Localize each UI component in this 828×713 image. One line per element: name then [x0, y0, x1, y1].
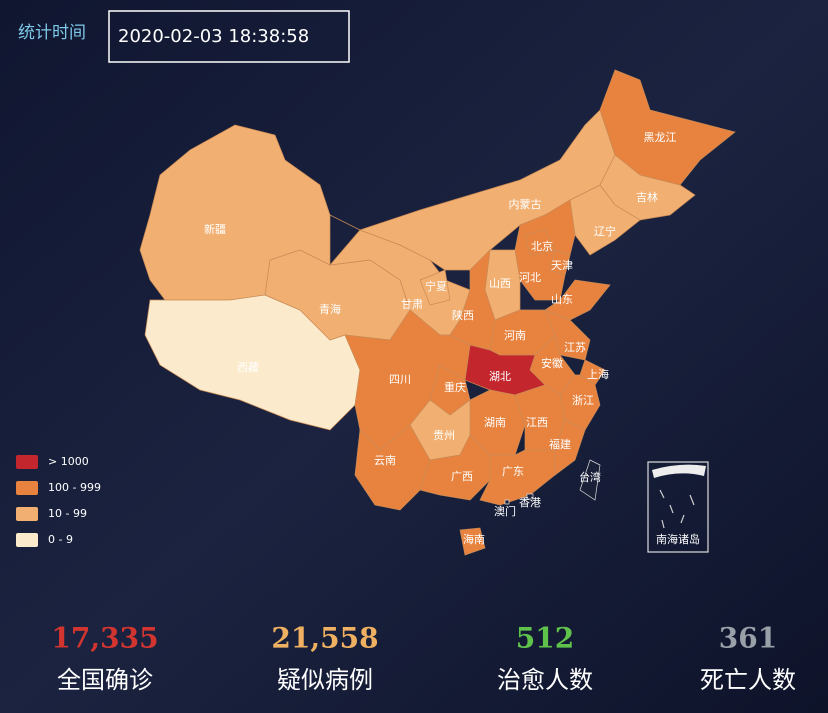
time-box: [108, 10, 350, 63]
province-label: 吉林: [636, 190, 658, 204]
legend-swatch: [16, 455, 38, 469]
province: [479, 449, 556, 506]
stat-value: 361: [719, 622, 777, 655]
legend-swatch: [16, 481, 38, 495]
province-label: 上海: [587, 367, 609, 381]
stat-value: 512: [516, 622, 574, 655]
province-label: 福建: [549, 437, 571, 451]
province-label: 山西: [489, 277, 511, 290]
legend-label: 10 - 99: [48, 507, 87, 520]
inset-shape: [652, 464, 706, 478]
province-label: 浙江: [572, 394, 594, 407]
inset-box: [647, 461, 709, 553]
timestamp: 2020-02-03 18:38:58: [118, 26, 309, 47]
province: [549, 249, 571, 276]
province: [554, 419, 586, 476]
province-label: 广西: [451, 470, 473, 483]
province-label: 湖南: [484, 416, 506, 429]
inset-label: 南海诸岛: [656, 532, 700, 546]
province-label: 江苏: [564, 341, 586, 354]
province-label: 台湾: [579, 470, 601, 484]
province-label: 天津: [551, 259, 573, 272]
province-label: 香港: [519, 496, 541, 509]
legend: > 1000 100 - 999 10 - 99 0 - 9: [16, 455, 101, 547]
province-label: 海南: [463, 532, 485, 546]
province-label: 青海: [319, 302, 341, 316]
stat-label: 死亡人数: [700, 666, 796, 694]
province-label: 陕西: [452, 308, 474, 322]
inset-islands: [659, 489, 695, 529]
province-label: 江西: [526, 416, 548, 429]
stat-value: 21,558: [271, 622, 378, 655]
province: [419, 269, 451, 306]
legend-label: 0 - 9: [48, 533, 73, 546]
province-label: 辽宁: [594, 224, 616, 238]
legend-label: 100 - 999: [48, 481, 101, 494]
legend-label: > 1000: [48, 455, 89, 468]
legend-swatch: [16, 533, 38, 547]
province-label: 北京: [531, 239, 553, 253]
legend-swatch: [16, 507, 38, 521]
province-label: 安徽: [541, 356, 563, 370]
province-label: 澳门: [494, 504, 516, 518]
province-label: 四川: [389, 373, 411, 386]
province: [526, 493, 534, 500]
province-label: 重庆: [444, 380, 466, 394]
province: [504, 499, 510, 505]
province-label: 黑龙江: [644, 131, 677, 144]
stat-label: 疑似病例: [277, 666, 373, 694]
province-label: 内蒙古: [509, 197, 542, 211]
stat-value: 17,335: [51, 622, 158, 655]
province: [459, 527, 486, 556]
province-label: 湖北: [489, 370, 511, 383]
province: [579, 459, 601, 501]
time-label: 统计时间: [18, 23, 86, 43]
province-label: 贵州: [433, 429, 455, 442]
province-label: 河南: [504, 329, 526, 342]
stat-label: 治愈人数: [497, 666, 593, 694]
stat-label: 全国确诊: [57, 666, 153, 694]
province-label: 宁夏: [425, 279, 447, 293]
province-label: 新疆: [204, 222, 226, 236]
province: [464, 344, 546, 396]
province-label: 云南: [374, 454, 396, 467]
province: [354, 424, 431, 511]
province-label: 山东: [551, 293, 573, 306]
province-label: 广东: [502, 465, 524, 478]
province-label: 甘肃: [401, 298, 423, 311]
stats: 17,335 全国确诊 21,558 疑似病例 512 治愈人数 361 死亡人数: [51, 622, 796, 695]
province-label: 西藏: [237, 361, 259, 374]
province-label: 河北: [519, 271, 541, 284]
